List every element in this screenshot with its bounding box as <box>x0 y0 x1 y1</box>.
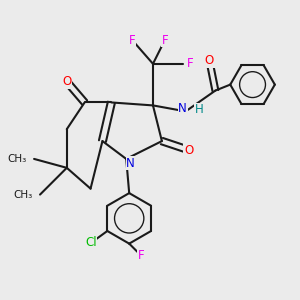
Text: O: O <box>184 143 193 157</box>
Text: Cl: Cl <box>85 236 97 249</box>
Text: F: F <box>161 34 168 46</box>
Text: CH₃: CH₃ <box>8 154 27 164</box>
Text: CH₃: CH₃ <box>13 190 33 200</box>
Text: O: O <box>62 75 71 88</box>
Text: O: O <box>205 54 214 67</box>
Text: N: N <box>178 102 187 115</box>
Text: F: F <box>138 249 144 262</box>
Text: F: F <box>129 34 136 46</box>
Text: F: F <box>187 57 194 70</box>
Text: H: H <box>195 103 203 116</box>
Text: N: N <box>126 157 135 170</box>
